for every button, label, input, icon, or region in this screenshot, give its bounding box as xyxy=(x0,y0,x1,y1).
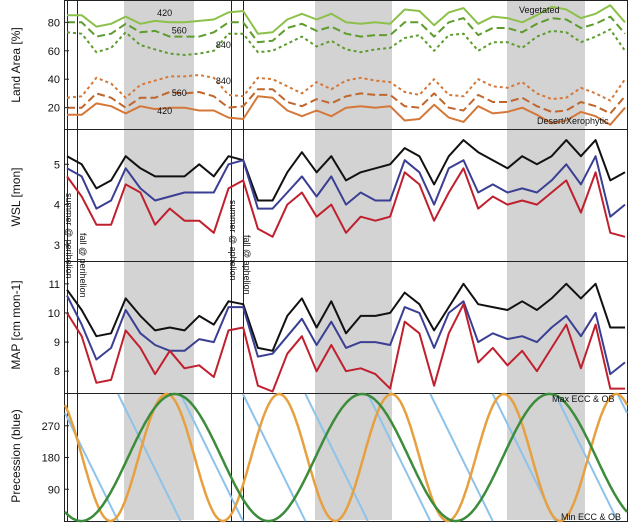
map-series-2 xyxy=(66,303,625,393)
marker-lines xyxy=(67,0,244,522)
land_area-ytick-label-0: 20 xyxy=(48,103,60,115)
precession-amber-curve xyxy=(63,392,629,523)
annotation-max: Max ECC & OB xyxy=(552,394,615,404)
panel-frames xyxy=(64,0,628,522)
wsl-series-2 xyxy=(66,167,626,238)
land_area-series-0 xyxy=(67,4,626,35)
map-ytick-label-3: 11 xyxy=(49,279,60,291)
land_area-ytick-label-1: 40 xyxy=(48,74,60,86)
ylabel-map: MAP [cm mon-1] xyxy=(9,280,23,369)
annotation-vegetated: Vegetated xyxy=(519,5,560,15)
land-area-label-5: 420 xyxy=(157,106,172,116)
land_area-series-4 xyxy=(67,88,626,115)
land-area-label-4: 560 xyxy=(172,88,187,98)
axes-layer: 20 40 60 80 3 4 5 8 9 10 11 90 180 270 xyxy=(42,17,69,496)
precession-sawtooth-4 xyxy=(304,393,369,522)
shade-band-3 xyxy=(507,0,585,520)
wsl-ytick-label-1: 4 xyxy=(54,200,60,212)
land_area-ytick-label-3: 80 xyxy=(48,17,60,29)
wsl-ytick-label-0: 3 xyxy=(54,240,60,252)
precession-ytick-label-2: 270 xyxy=(42,421,60,433)
precession-sawtooth-2 xyxy=(179,393,244,522)
map-ytick-label-0: 8 xyxy=(54,366,60,378)
note-summer-aphelion: summer @ aphelion xyxy=(228,200,238,281)
map-series-0 xyxy=(66,282,625,352)
ylabel-land-area: Land Area [%] xyxy=(9,27,23,102)
precession-sawtooth-3 xyxy=(242,393,307,522)
shade-band-2 xyxy=(315,0,392,520)
note-fall-aphelion: fall @ aphelion xyxy=(242,235,252,295)
map-ytick-label-1: 9 xyxy=(54,337,60,349)
annotation-desert: Desert/Xerophytic xyxy=(537,116,609,126)
annotation-min: Min ECC & OB xyxy=(561,512,621,522)
note-fall-perihelion: fall @ perihelion xyxy=(78,233,88,298)
map-ytick-label-2: 10 xyxy=(48,308,60,320)
ylabel-wsl: WSL [mon] xyxy=(9,168,23,227)
wsl-series-1 xyxy=(66,155,626,218)
precession-sawtooth-9 xyxy=(616,393,628,414)
ylabel-precession: Precession (blue) xyxy=(9,409,23,502)
map-series-1 xyxy=(66,295,626,376)
wsl-series-0 xyxy=(66,139,626,202)
shade-band-1 xyxy=(124,0,194,520)
land_area-series-5 xyxy=(67,95,626,126)
land-area-label-1: 560 xyxy=(172,26,187,36)
precession-sawtooth-1 xyxy=(117,393,182,522)
land_area-series-2 xyxy=(66,28,626,56)
precession-green-curve xyxy=(64,392,628,523)
wsl-ytick-label-2: 5 xyxy=(54,159,60,171)
precession-sawtooth-8 xyxy=(554,393,619,522)
precession-ytick-label-0: 90 xyxy=(48,484,60,496)
series-layer xyxy=(63,4,629,523)
land_area-series-3 xyxy=(66,74,626,102)
precession-sawtooth-5 xyxy=(366,393,432,522)
panel-precession xyxy=(64,393,628,522)
land_area-series-1 xyxy=(67,15,626,44)
land-area-label-0: 420 xyxy=(157,8,172,18)
land-area-label-2: 840 xyxy=(216,40,231,50)
note-summer-perihelion: summer @ perihelion xyxy=(64,193,74,279)
land-area-label-3: 840 xyxy=(216,76,231,86)
precession-ytick-label-1: 180 xyxy=(42,453,60,465)
land_area-ytick-label-2: 60 xyxy=(48,46,60,58)
